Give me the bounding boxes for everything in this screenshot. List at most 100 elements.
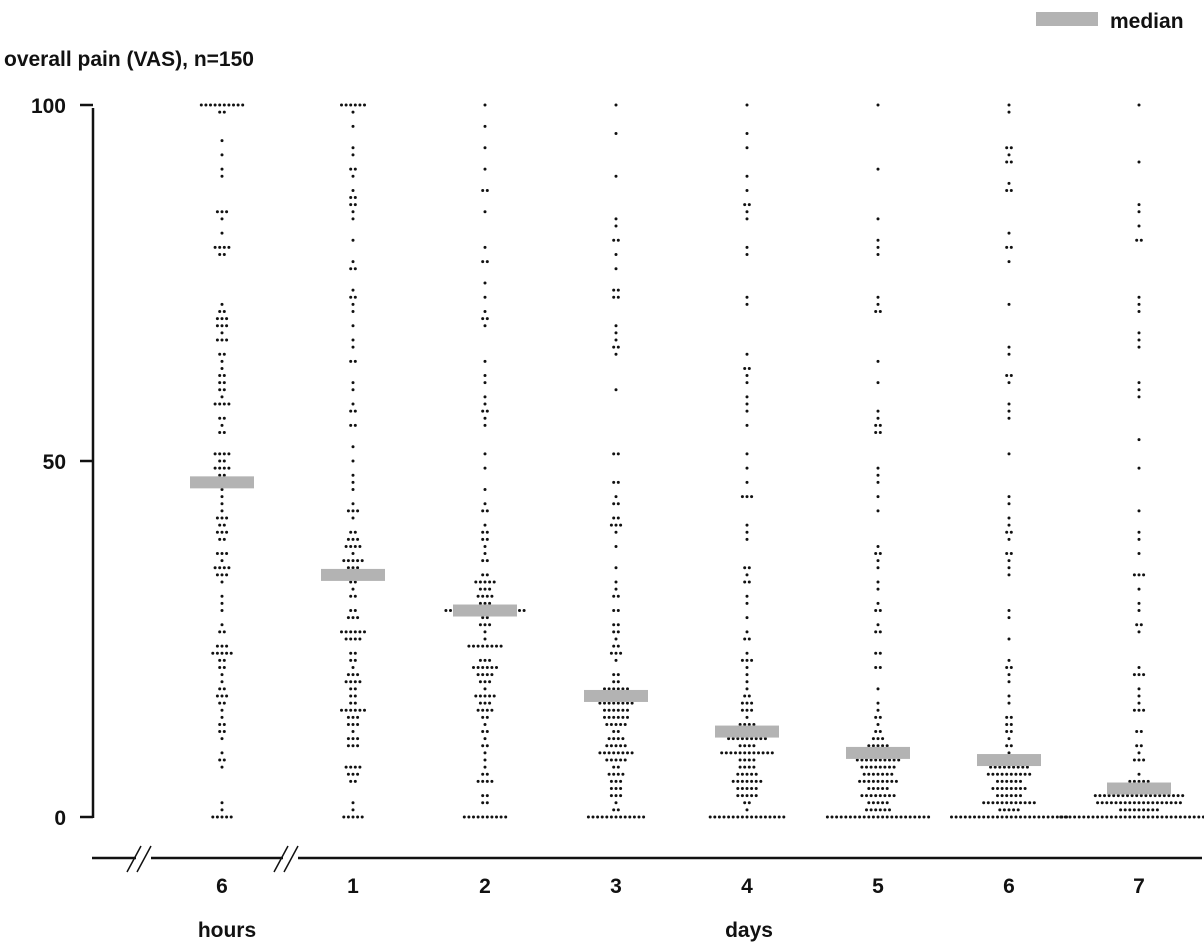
data-point (353, 530, 357, 534)
data-point (612, 594, 616, 598)
data-point (349, 359, 353, 363)
data-point (1146, 815, 1150, 819)
data-point (740, 708, 744, 712)
data-point (750, 658, 754, 662)
data-point (740, 787, 744, 791)
data-point (766, 751, 770, 755)
data-point (874, 765, 878, 769)
data-point (485, 260, 489, 264)
data-point (1021, 765, 1025, 769)
data-point (485, 409, 489, 413)
data-point (876, 787, 880, 791)
data-point (344, 708, 348, 712)
data-point (876, 601, 880, 605)
data-point (745, 146, 749, 150)
data-point (481, 616, 485, 620)
data-point (1007, 153, 1011, 157)
data-point (353, 580, 357, 584)
data-point (871, 772, 875, 776)
data-point (351, 217, 355, 221)
data-point (745, 687, 749, 691)
data-point (591, 815, 595, 819)
data-point (211, 651, 215, 655)
y-tick-label: 100 (31, 95, 66, 118)
data-point (218, 253, 222, 257)
data-point (346, 772, 350, 776)
data-point (612, 630, 616, 634)
data-point (1023, 772, 1027, 776)
data-point (1005, 801, 1009, 805)
data-point (607, 772, 611, 776)
data-point (888, 758, 891, 762)
data-point (642, 815, 646, 819)
data-point (1172, 794, 1175, 798)
data-point (738, 751, 742, 755)
data-point (225, 324, 229, 328)
data-point (745, 302, 749, 306)
data-point (213, 103, 217, 107)
data-point (213, 452, 217, 456)
data-point (340, 630, 343, 634)
data-point (1000, 787, 1004, 791)
data-point (729, 751, 733, 755)
data-point (1155, 808, 1159, 812)
data-point (474, 580, 478, 584)
data-point (481, 644, 485, 648)
data-point (351, 772, 355, 776)
data-point (876, 495, 880, 499)
data-point (478, 658, 482, 662)
data-point (1135, 794, 1139, 798)
data-point (603, 701, 606, 705)
data-point (485, 616, 489, 620)
data-point (745, 594, 749, 598)
data-point (483, 722, 487, 726)
data-point (740, 737, 744, 741)
data-point (616, 630, 620, 634)
data-point (745, 772, 749, 776)
data-point (1007, 516, 1011, 520)
data-point (351, 815, 355, 819)
data-point (1005, 744, 1009, 748)
data-point (747, 637, 751, 641)
data-point (1007, 694, 1011, 698)
data-point (215, 644, 219, 648)
data-point (745, 381, 749, 385)
data-point (844, 815, 848, 819)
data-point (222, 309, 226, 313)
data-point (485, 573, 489, 577)
data-point (1137, 708, 1141, 712)
data-point (876, 587, 880, 591)
data-point (927, 815, 931, 819)
data-point (876, 238, 880, 242)
data-point (349, 203, 353, 207)
data-point (474, 694, 478, 698)
data-point (878, 651, 882, 655)
data-point (1037, 815, 1041, 819)
data-point (220, 423, 224, 427)
data-point (888, 765, 891, 769)
data-point (218, 452, 222, 456)
data-point (612, 238, 616, 242)
data-point (876, 566, 880, 570)
data-point (738, 758, 742, 762)
data-point (1107, 794, 1111, 798)
data-point (876, 167, 880, 171)
median-bar (846, 746, 910, 759)
data-point (229, 651, 233, 655)
data-point (349, 267, 353, 271)
data-point (616, 715, 620, 719)
data-point (353, 103, 357, 107)
data-point (731, 737, 735, 741)
data-point (1005, 188, 1009, 192)
data-point (356, 616, 360, 620)
data-point (743, 765, 747, 769)
data-point (752, 744, 756, 748)
data-point (745, 480, 749, 484)
data-point (888, 808, 891, 812)
data-point (481, 715, 485, 719)
data-point (1112, 794, 1116, 798)
data-point (485, 530, 489, 534)
data-point (351, 288, 355, 292)
data-point (616, 502, 620, 506)
data-point (950, 815, 953, 819)
